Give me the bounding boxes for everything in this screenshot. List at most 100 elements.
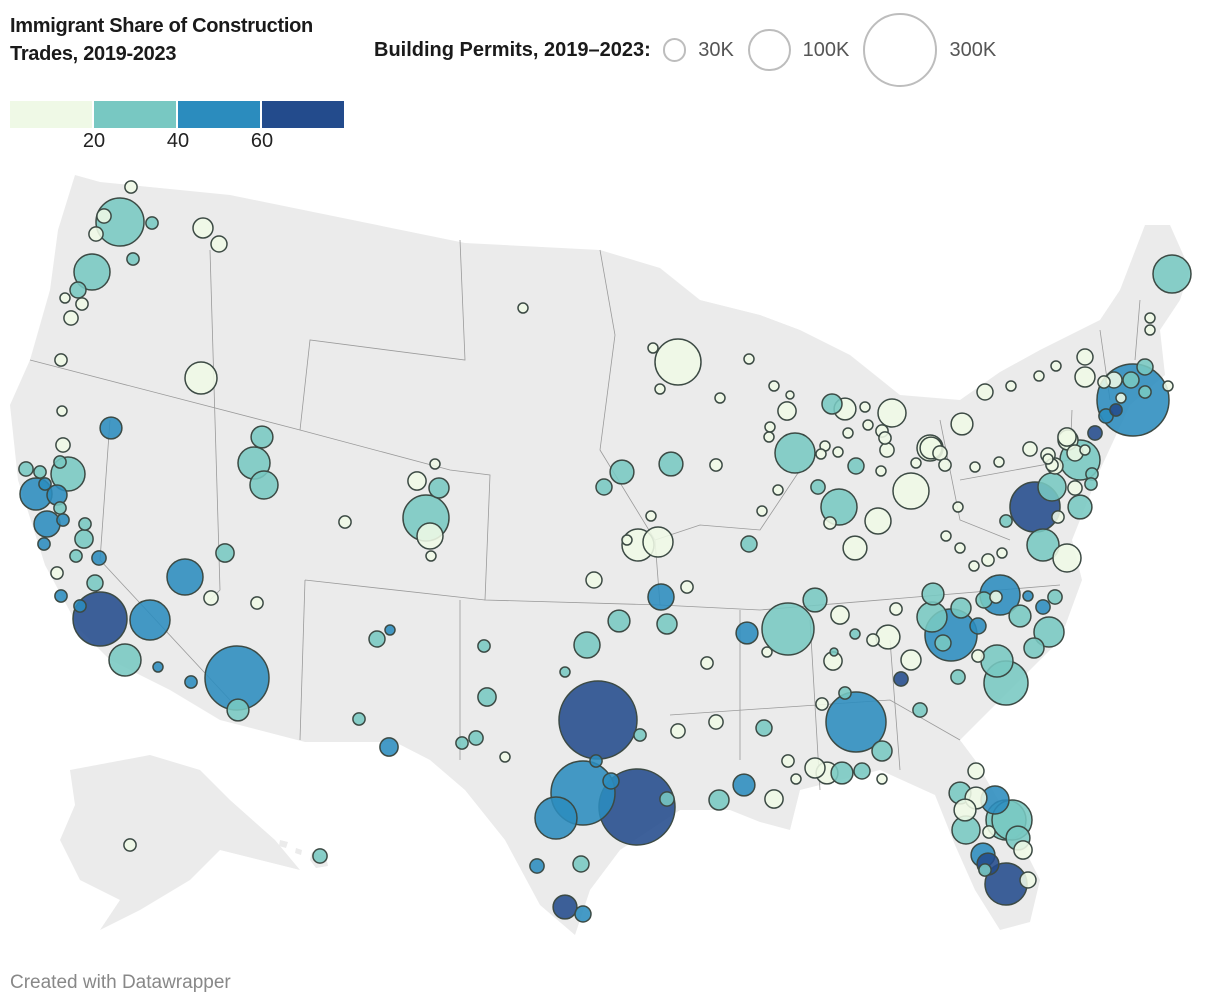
permit-bubble[interactable] [950, 669, 966, 685]
permit-bubble[interactable] [108, 643, 142, 677]
permit-bubble[interactable] [126, 252, 140, 266]
permit-bubble[interactable] [823, 516, 837, 530]
permit-bubble[interactable] [871, 740, 893, 762]
permit-bubble[interactable] [552, 894, 578, 920]
permit-bubble[interactable] [700, 656, 714, 670]
permit-bubble[interactable] [934, 634, 952, 652]
permit-bubble[interactable] [1026, 528, 1060, 562]
permit-bubble[interactable] [192, 217, 214, 239]
permit-bubble[interactable] [1138, 385, 1152, 399]
permit-bubble[interactable] [953, 798, 977, 822]
permit-bubble[interactable] [714, 392, 726, 404]
permit-bubble[interactable] [820, 488, 858, 526]
permit-bubble[interactable] [832, 446, 844, 458]
permit-bubble[interactable] [602, 772, 620, 790]
permit-bubble[interactable] [477, 639, 491, 653]
permit-bubble[interactable] [338, 515, 352, 529]
permit-bubble[interactable] [1037, 472, 1067, 502]
permit-bubble[interactable] [981, 553, 995, 567]
permit-bubble[interactable] [1144, 324, 1156, 336]
permit-bubble[interactable] [768, 380, 780, 392]
permit-bubble[interactable] [1074, 366, 1096, 388]
permit-bubble[interactable] [1051, 510, 1065, 524]
permit-bubble[interactable] [1136, 358, 1154, 376]
permit-bubble[interactable] [862, 419, 874, 431]
permit-bubble[interactable] [428, 477, 450, 499]
permit-bubble[interactable] [54, 353, 68, 367]
permit-bubble[interactable] [804, 757, 826, 779]
permit-bubble[interactable] [647, 342, 659, 354]
permit-bubble[interactable] [429, 458, 441, 470]
permit-bubble[interactable] [123, 838, 137, 852]
permit-bubble[interactable] [517, 302, 529, 314]
permit-bubble[interactable] [1084, 477, 1098, 491]
permit-bubble[interactable] [529, 858, 545, 874]
permit-bubble[interactable] [989, 590, 1003, 604]
permit-bubble[interactable] [659, 791, 675, 807]
permit-bubble[interactable] [33, 510, 61, 538]
permit-bubble[interactable] [842, 427, 854, 439]
permit-bubble[interactable] [877, 398, 907, 428]
permit-bubble[interactable] [574, 905, 592, 923]
permit-bubble[interactable] [69, 549, 83, 563]
permit-bubble[interactable] [756, 505, 768, 517]
permit-bubble[interactable] [416, 522, 444, 550]
permit-bubble[interactable] [250, 425, 274, 449]
permit-bubble[interactable] [996, 547, 1008, 559]
permit-bubble[interactable] [735, 621, 759, 645]
permit-bubble[interactable] [670, 723, 686, 739]
permit-bubble[interactable] [455, 736, 469, 750]
permit-bubble[interactable] [152, 661, 164, 673]
permit-bubble[interactable] [1019, 871, 1037, 889]
permit-bubble[interactable] [78, 517, 92, 531]
permit-bubble[interactable] [91, 550, 107, 566]
permit-bubble[interactable] [859, 401, 871, 413]
permit-bubble[interactable] [54, 589, 68, 603]
permit-bubble[interactable] [1079, 444, 1091, 456]
permit-bubble[interactable] [1076, 348, 1094, 366]
permit-bubble[interactable] [900, 649, 922, 671]
permit-bubble[interactable] [75, 297, 89, 311]
permit-bubble[interactable] [761, 602, 815, 656]
permit-bubble[interactable] [853, 762, 871, 780]
permit-bubble[interactable] [210, 235, 228, 253]
permit-bubble[interactable] [971, 649, 985, 663]
permit-bubble[interactable] [815, 697, 829, 711]
permit-bubble[interactable] [825, 691, 887, 753]
permit-bubble[interactable] [849, 628, 861, 640]
permit-bubble[interactable] [609, 459, 635, 485]
permit-bubble[interactable] [821, 393, 843, 415]
permit-bubble[interactable] [829, 647, 839, 657]
permit-bubble[interactable] [99, 416, 123, 440]
permit-bubble[interactable] [1035, 599, 1051, 615]
permit-bubble[interactable] [407, 471, 427, 491]
permit-bubble[interactable] [573, 631, 601, 659]
permit-bubble[interactable] [878, 431, 892, 445]
permit-bubble[interactable] [215, 543, 235, 563]
permit-bubble[interactable] [889, 602, 903, 616]
permit-bubble[interactable] [53, 501, 67, 515]
permit-bubble[interactable] [18, 461, 34, 477]
permit-bubble[interactable] [86, 574, 104, 592]
permit-bubble[interactable] [379, 737, 399, 757]
permit-bubble[interactable] [1052, 543, 1082, 573]
permit-bubble[interactable] [607, 609, 631, 633]
permit-bubble[interactable] [1057, 427, 1077, 447]
permit-bubble[interactable] [1050, 360, 1062, 372]
permit-bubble[interactable] [978, 863, 992, 877]
permit-bubble[interactable] [732, 773, 756, 797]
permit-bubble[interactable] [774, 432, 816, 474]
permit-bubble[interactable] [1033, 616, 1065, 648]
permit-bubble[interactable] [129, 599, 171, 641]
permit-bubble[interactable] [73, 253, 111, 291]
permit-bubble[interactable] [932, 445, 948, 461]
permit-bubble[interactable] [999, 514, 1013, 528]
permit-bubble[interactable] [969, 461, 981, 473]
permit-bubble[interactable] [1042, 453, 1054, 465]
permit-bubble[interactable] [743, 353, 755, 365]
permit-bubble[interactable] [1023, 637, 1045, 659]
permit-bubble[interactable] [558, 680, 638, 760]
permit-bubble[interactable] [1067, 480, 1083, 496]
permit-bubble[interactable] [1005, 380, 1017, 392]
permit-bubble[interactable] [993, 456, 1005, 468]
